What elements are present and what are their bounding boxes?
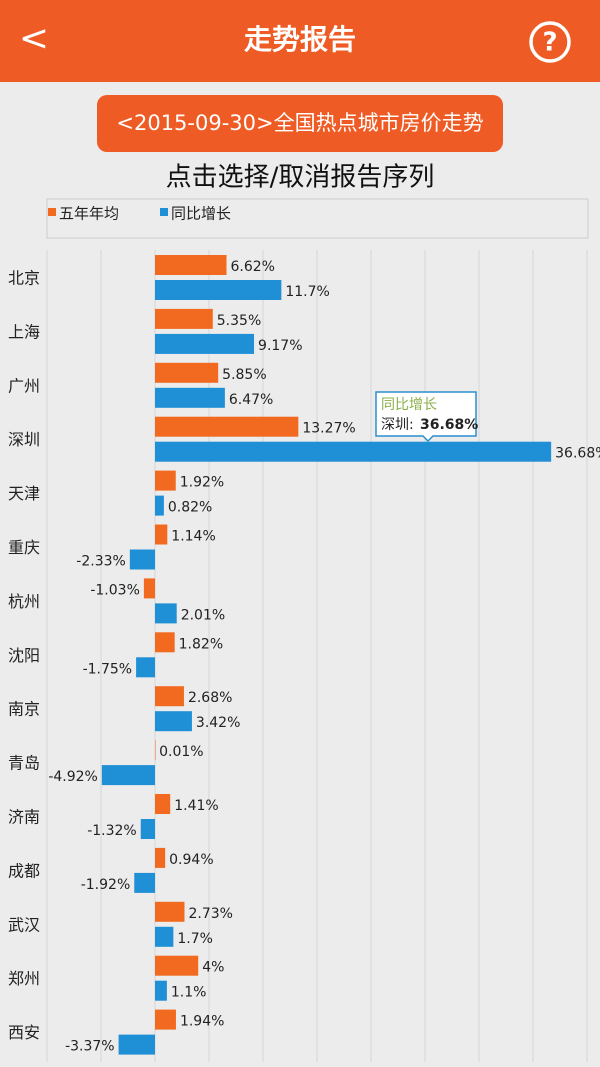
category-label: 南京 [8, 700, 40, 719]
bar[interactable] [155, 416, 299, 437]
value-label: -1.92% [81, 877, 131, 893]
value-label: -1.32% [87, 823, 137, 839]
bar[interactable] [140, 819, 155, 839]
value-label: 2.73% [188, 906, 232, 922]
bar[interactable] [155, 603, 177, 624]
value-label: 9.17% [258, 338, 302, 354]
value-label: 6.62% [230, 259, 274, 275]
help-icon[interactable] [529, 21, 571, 63]
bar[interactable] [155, 901, 185, 922]
value-label: 36.68% [555, 446, 600, 462]
legend-label[interactable]: 同比增长 [171, 205, 231, 223]
category-label: 成都 [8, 861, 40, 880]
value-label: 13.27% [302, 421, 355, 437]
value-label: 0.94% [169, 852, 213, 868]
value-label: 0.82% [168, 500, 212, 516]
back-button[interactable]: < [19, 18, 49, 59]
category-label: 武汉 [8, 915, 40, 934]
bar[interactable] [155, 333, 255, 354]
bar[interactable] [136, 657, 155, 678]
value-label: 11.7% [285, 284, 329, 300]
category-label: 沈阳 [8, 646, 40, 665]
bar[interactable] [155, 632, 175, 653]
report-title[interactable]: <2015-09-30>全国热点城市房价走势 [116, 111, 483, 135]
bar[interactable] [155, 794, 171, 814]
value-label: 1.94% [180, 1014, 224, 1030]
category-label: 济南 [8, 808, 40, 827]
bar[interactable] [155, 441, 552, 462]
category-label: 天津 [8, 484, 40, 503]
bar[interactable] [155, 308, 213, 329]
tooltip-value: 36.68% [420, 417, 478, 433]
legend-swatch[interactable] [48, 208, 56, 216]
category-label: 重庆 [8, 538, 40, 557]
category-label: 西安 [8, 1023, 40, 1042]
bar[interactable] [155, 280, 282, 300]
value-label: 1.41% [174, 798, 218, 814]
value-label: 1.7% [177, 931, 213, 947]
value-label: -2.33% [76, 554, 126, 570]
value-label: 2.68% [188, 690, 232, 706]
tooltip-box [375, 391, 477, 443]
legend-swatch[interactable] [160, 208, 168, 216]
bar[interactable] [143, 578, 155, 599]
value-label: 5.85% [222, 367, 266, 383]
value-label: 5.35% [217, 313, 261, 329]
bar[interactable] [155, 926, 174, 947]
help-button[interactable]: ? [542, 28, 557, 58]
bar[interactable] [155, 1009, 176, 1030]
tooltip-label: 深圳: [381, 417, 414, 433]
value-label: 3.42% [196, 715, 240, 731]
value-label: 0.01% [159, 744, 203, 760]
bar[interactable] [155, 980, 167, 1001]
bar[interactable] [134, 872, 155, 893]
value-label: -1.03% [90, 582, 140, 598]
category-label: 郑州 [8, 969, 40, 988]
bar[interactable] [155, 470, 176, 491]
value-label: 1.82% [179, 636, 223, 652]
value-label: 1.1% [171, 985, 207, 1001]
category-label: 深圳 [8, 430, 40, 449]
legend-box [46, 198, 589, 239]
bar[interactable] [155, 955, 199, 976]
chart-title: 点击选择/取消报告序列 [166, 163, 435, 193]
value-label: -1.75% [83, 661, 133, 677]
bar[interactable] [155, 847, 166, 868]
value-label: 2.01% [181, 607, 225, 623]
value-label: -4.92% [48, 769, 98, 785]
bar[interactable] [118, 1034, 155, 1055]
category-label: 上海 [8, 322, 40, 341]
bar[interactable] [155, 524, 168, 545]
bar[interactable] [155, 740, 156, 761]
app-title: 走势报告 [244, 23, 356, 56]
value-label: 4% [202, 960, 224, 976]
value-label: -3.37% [65, 1039, 115, 1055]
bar[interactable] [155, 686, 184, 707]
tooltip-title: 同比增长 [381, 397, 437, 413]
bar[interactable] [155, 387, 225, 408]
category-label: 北京 [8, 269, 40, 288]
category-label: 青岛 [8, 754, 40, 773]
bar[interactable] [155, 711, 192, 732]
bar[interactable] [155, 362, 219, 383]
bar[interactable] [129, 549, 155, 570]
value-label: 1.92% [180, 475, 224, 491]
category-label: 广州 [8, 376, 40, 395]
bar[interactable] [155, 495, 164, 516]
app-bar [0, 0, 600, 82]
legend-label[interactable]: 五年年均 [59, 205, 119, 223]
value-label: 1.14% [171, 529, 215, 545]
value-label: 6.47% [229, 392, 273, 408]
bar[interactable] [155, 255, 227, 275]
report-button[interactable] [97, 95, 503, 152]
category-label: 杭州 [8, 592, 40, 611]
bar[interactable] [101, 765, 155, 786]
